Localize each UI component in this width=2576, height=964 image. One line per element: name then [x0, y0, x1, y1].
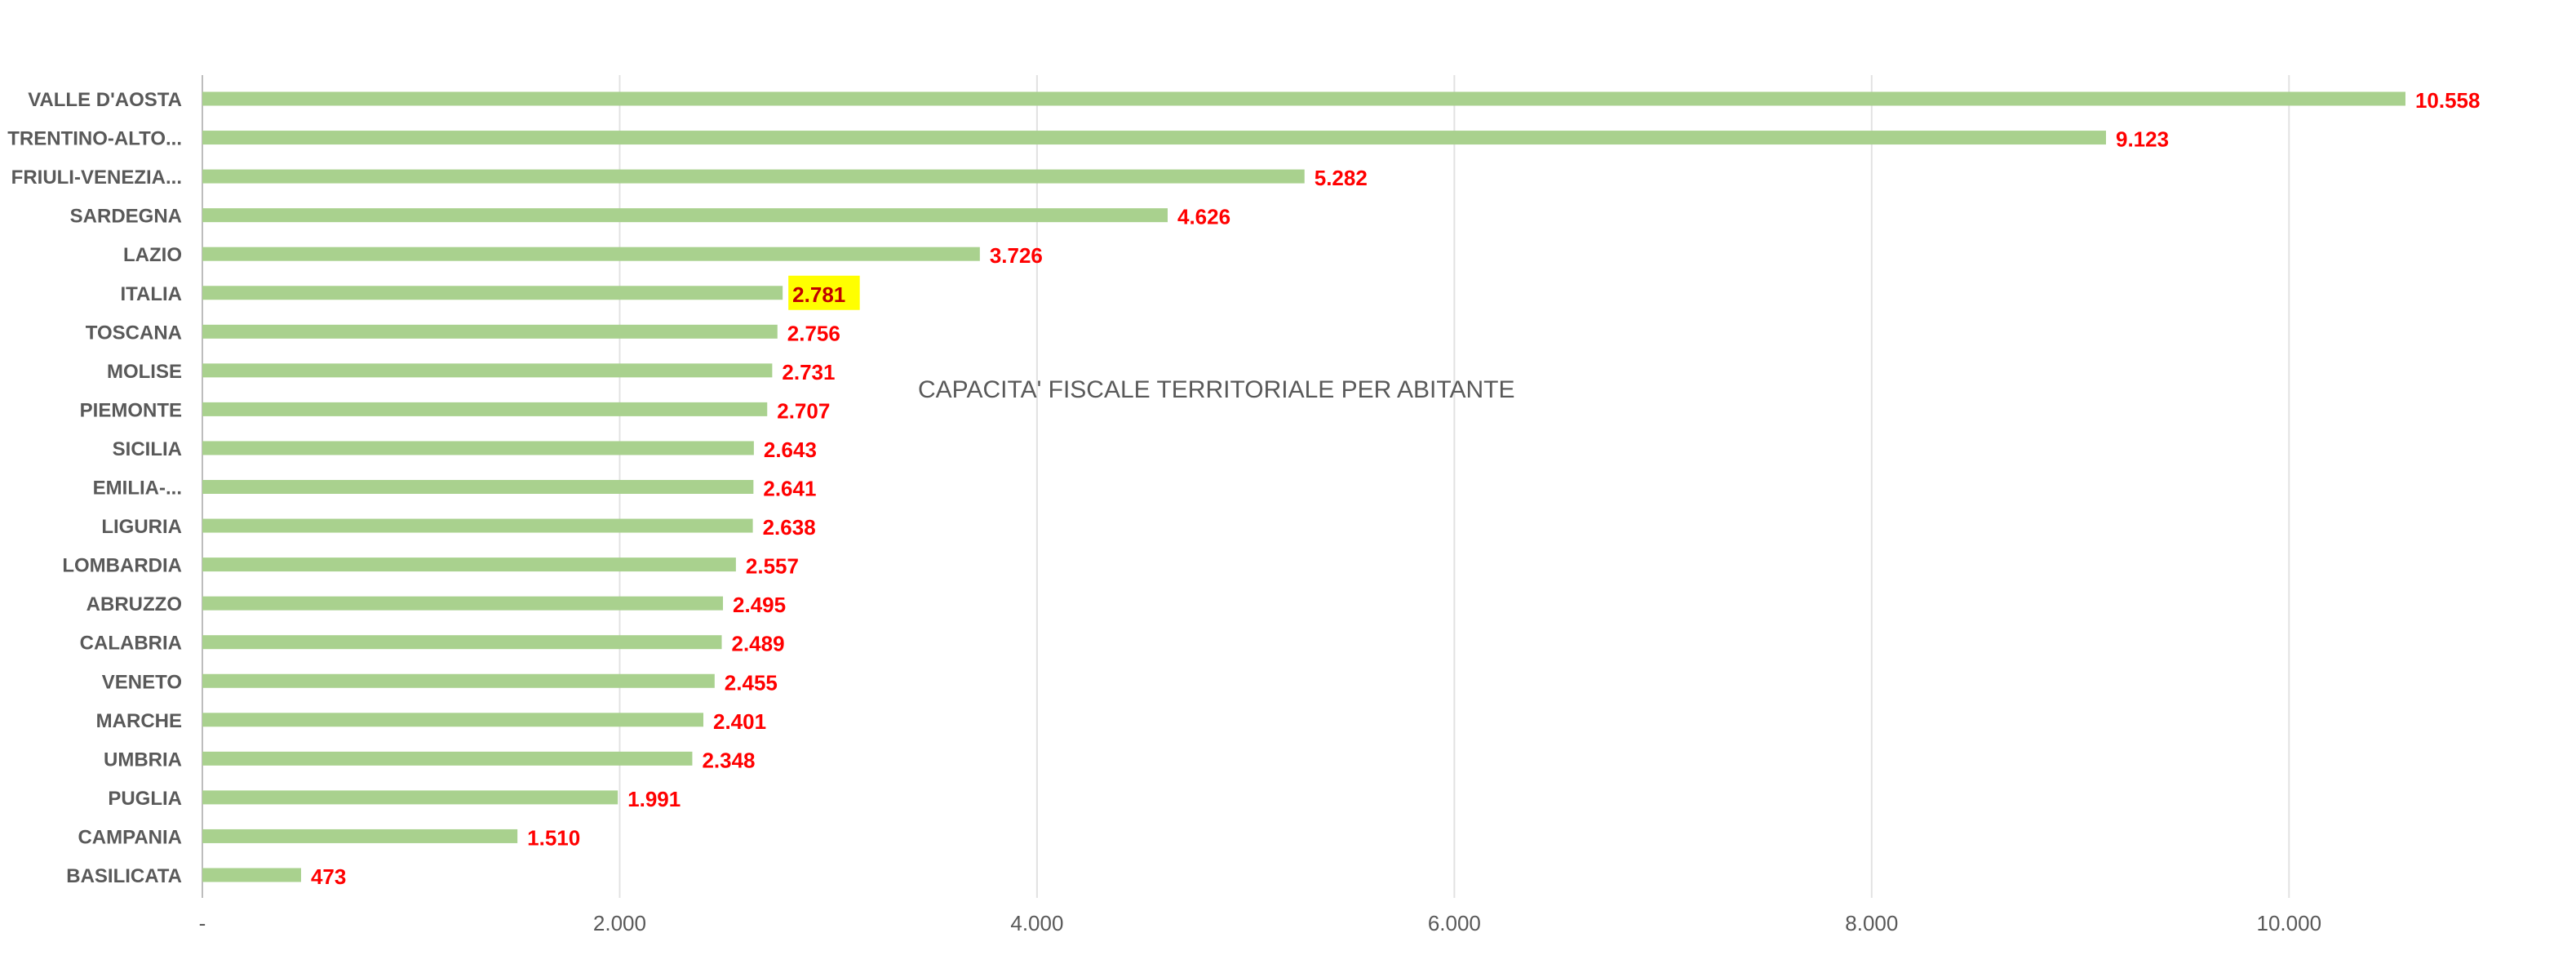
value-label: 4.626	[1177, 205, 1230, 229]
value-label: 2.641	[763, 477, 816, 501]
category-label: VALLE D'AOSTA	[28, 89, 182, 111]
value-label: 1.991	[627, 787, 681, 811]
bar	[202, 673, 715, 688]
value-label: 2.495	[733, 593, 786, 617]
category-label: LOMBARDIA	[62, 555, 182, 577]
category-label: VENETO	[102, 671, 182, 693]
value-label: 2.348	[702, 748, 755, 772]
highlight-background	[788, 275, 860, 310]
category-label: PUGLIA	[108, 788, 182, 810]
value-label: 2.401	[713, 709, 766, 734]
bar	[202, 868, 301, 882]
category-label: PIEMONTE	[80, 399, 182, 421]
bar	[202, 169, 1305, 184]
bar	[202, 518, 753, 533]
category-label: TRENTINO-ALTO...	[7, 128, 182, 150]
category-label: BASILICATA	[66, 865, 182, 887]
bar	[202, 829, 518, 843]
x-tick-label: 6.000	[1428, 911, 1481, 935]
value-label: 2.643	[764, 438, 817, 462]
x-tick-label: 10.000	[2257, 911, 2322, 935]
bar	[202, 596, 724, 611]
x-tick-label: 4.000	[1010, 911, 1063, 935]
value-label: 2.707	[777, 398, 830, 423]
x-tick-label: -	[199, 911, 206, 935]
bars	[202, 91, 2405, 882]
bar	[202, 790, 619, 805]
category-label: SICILIA	[113, 438, 182, 460]
category-label: SARDEGNA	[70, 206, 182, 228]
value-label: 2.489	[732, 632, 785, 656]
category-label: TOSCANA	[86, 322, 182, 344]
value-label: 9.123	[2116, 127, 2169, 152]
value-label: 5.282	[1315, 166, 1368, 190]
value-label: 2.557	[746, 554, 799, 579]
bar	[202, 480, 754, 494]
category-label: ABRUZZO	[86, 593, 182, 615]
bar	[202, 713, 704, 727]
value-label: 3.726	[990, 243, 1043, 268]
bar	[202, 286, 783, 300]
category-label: ITALIA	[120, 283, 182, 305]
bar	[202, 402, 768, 416]
category-label: CALABRIA	[80, 633, 182, 655]
x-tick-label: 2.000	[593, 911, 646, 935]
value-label: 2.756	[787, 321, 840, 345]
chart-title: CAPACITA' FISCALE TERRITORIALE PER ABITA…	[918, 376, 1514, 403]
value-label: 2.731	[782, 360, 835, 384]
value-label: 1.510	[527, 825, 580, 850]
value-label: 10.558	[2415, 88, 2481, 113]
x-tick-label: 8.000	[1845, 911, 1898, 935]
category-label: EMILIA-...	[93, 478, 182, 500]
bar	[202, 247, 980, 261]
value-label: 2.455	[725, 670, 778, 695]
category-label: UMBRIA	[104, 749, 182, 771]
category-label: LAZIO	[123, 244, 182, 266]
bar	[202, 558, 736, 572]
category-label: FRIULI-VENEZIA...	[11, 167, 182, 189]
bar	[202, 131, 2106, 145]
bar	[202, 635, 722, 650]
bar	[202, 208, 1168, 223]
labels: - 2.000 4.000 6.000 8.000 10.000 VALLE D'AOSTA…	[7, 88, 2480, 935]
bar	[202, 363, 773, 378]
value-label: 2.638	[763, 515, 816, 540]
value-label: 473	[311, 864, 346, 889]
bar	[202, 441, 754, 455]
category-label: CAMPANIA	[78, 826, 182, 848]
bar	[202, 324, 778, 339]
category-label: LIGURIA	[101, 516, 182, 538]
bar	[202, 751, 693, 766]
category-label: MOLISE	[107, 361, 182, 383]
value-label: 2.781	[792, 282, 845, 307]
category-label: MARCHE	[96, 710, 182, 732]
bar	[202, 91, 2405, 106]
